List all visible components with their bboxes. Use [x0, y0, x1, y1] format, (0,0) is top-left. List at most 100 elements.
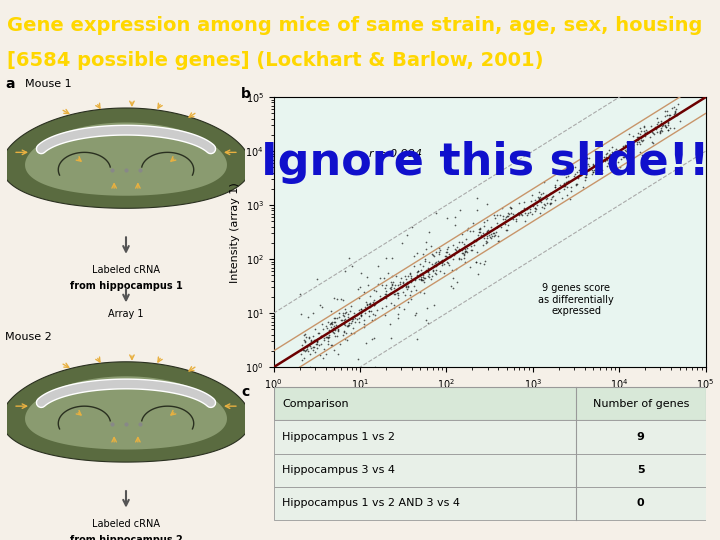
Point: [312, 329, 323, 338]
Point: [581, 154, 593, 163]
Point: [464, 227, 476, 236]
Point: [338, 327, 349, 336]
Point: [319, 345, 330, 353]
Point: [401, 285, 413, 293]
Point: [405, 268, 416, 277]
Point: [652, 123, 663, 131]
Point: [298, 346, 310, 355]
Point: [447, 254, 459, 263]
Y-axis label: Intensity (array 1): Intensity (array 1): [230, 182, 240, 282]
Point: [364, 299, 376, 308]
Point: [395, 278, 406, 286]
Point: [638, 123, 649, 131]
Point: [332, 349, 343, 358]
Point: [423, 268, 434, 276]
Point: [459, 245, 470, 253]
Point: [620, 147, 631, 156]
Point: [603, 146, 614, 154]
Point: [618, 141, 629, 150]
Point: [451, 246, 462, 254]
Point: [379, 311, 391, 320]
Point: [492, 211, 503, 219]
Point: [380, 302, 392, 310]
Point: [419, 278, 431, 287]
Point: [478, 260, 490, 269]
Point: [348, 329, 359, 338]
Point: [350, 313, 361, 322]
Point: [345, 301, 356, 310]
Point: [503, 208, 514, 217]
Point: [441, 245, 452, 253]
Bar: [274, 420, 706, 454]
Point: [328, 325, 340, 333]
Point: [390, 272, 402, 280]
Point: [614, 163, 626, 171]
Point: [498, 215, 509, 224]
Point: [310, 340, 322, 349]
Point: [297, 368, 309, 377]
Point: [333, 309, 344, 318]
Point: [570, 170, 581, 178]
Point: [538, 200, 549, 208]
Point: [432, 257, 444, 266]
Point: [562, 172, 574, 180]
Point: [368, 310, 379, 319]
Point: [358, 322, 369, 331]
Point: [588, 166, 600, 174]
Point: [541, 191, 552, 199]
Point: [444, 252, 456, 261]
Point: [518, 204, 529, 212]
Point: [323, 333, 335, 341]
Point: [530, 204, 541, 212]
Point: [382, 269, 393, 278]
Point: [437, 256, 449, 265]
Point: [486, 232, 498, 241]
Point: [436, 259, 448, 267]
Text: Ignore this slide!!: Ignore this slide!!: [261, 140, 710, 184]
Point: [662, 120, 674, 129]
Point: [491, 222, 503, 231]
Point: [371, 306, 382, 314]
Point: [354, 282, 365, 291]
Point: [326, 341, 338, 349]
Point: [672, 100, 684, 109]
Point: [541, 194, 552, 203]
Point: [402, 272, 414, 280]
Point: [559, 181, 571, 190]
Point: [538, 178, 549, 186]
Point: [485, 230, 497, 239]
Point: [392, 313, 404, 322]
Point: [320, 333, 332, 341]
Point: [301, 391, 312, 400]
Point: [635, 135, 647, 144]
Point: [528, 201, 539, 210]
Point: [380, 253, 392, 262]
Point: [535, 195, 546, 204]
Point: [601, 153, 613, 162]
Point: [513, 208, 524, 217]
Point: [541, 199, 552, 207]
Point: [669, 108, 680, 117]
Point: [418, 261, 429, 270]
Point: [546, 198, 557, 207]
Point: [478, 218, 490, 226]
Point: [588, 167, 599, 176]
Point: [346, 319, 357, 327]
Point: [305, 344, 317, 353]
Point: [418, 273, 429, 282]
Point: [379, 284, 390, 292]
Point: [465, 246, 477, 254]
Point: [384, 320, 395, 328]
Point: [331, 332, 343, 340]
Point: [313, 329, 325, 338]
Point: [655, 117, 667, 125]
Point: [596, 141, 608, 150]
Point: [502, 226, 513, 234]
Point: [302, 342, 313, 351]
Point: [314, 300, 325, 309]
Point: [570, 180, 581, 188]
Point: [426, 250, 438, 259]
Text: Mouse 1: Mouse 1: [25, 79, 72, 89]
Point: [296, 356, 307, 364]
Point: [384, 284, 395, 292]
